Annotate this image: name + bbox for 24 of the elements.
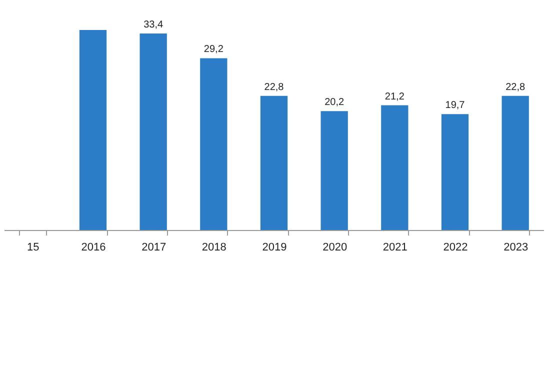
x-tick-label: 2023	[504, 242, 528, 254]
bar	[200, 58, 228, 230]
bar	[441, 114, 469, 230]
x-tick-label: 2017	[142, 242, 166, 254]
bar	[79, 30, 107, 230]
data-label: 20,2	[324, 97, 344, 108]
bar	[140, 34, 167, 230]
bar	[260, 96, 288, 230]
data-label: 29,2	[204, 44, 224, 56]
bar	[381, 105, 408, 230]
x-tick-label: 2019	[262, 242, 287, 254]
data-label: 21,2	[384, 91, 405, 102]
bar	[320, 111, 348, 230]
data-label: 33,4	[144, 20, 164, 31]
x-tick-label: 2016	[81, 242, 106, 254]
x-tick-label: 2021	[382, 242, 408, 254]
x-tick-label: 2018	[202, 242, 226, 254]
x-tick-label: 2022	[443, 242, 468, 254]
x-tick-label: 2020	[322, 242, 348, 254]
bar	[502, 96, 529, 230]
data-label: 22,8	[506, 82, 526, 93]
data-label: 19,7	[445, 100, 466, 112]
x-tick-label: 15	[27, 242, 40, 254]
data-label: 22,8	[264, 82, 284, 93]
